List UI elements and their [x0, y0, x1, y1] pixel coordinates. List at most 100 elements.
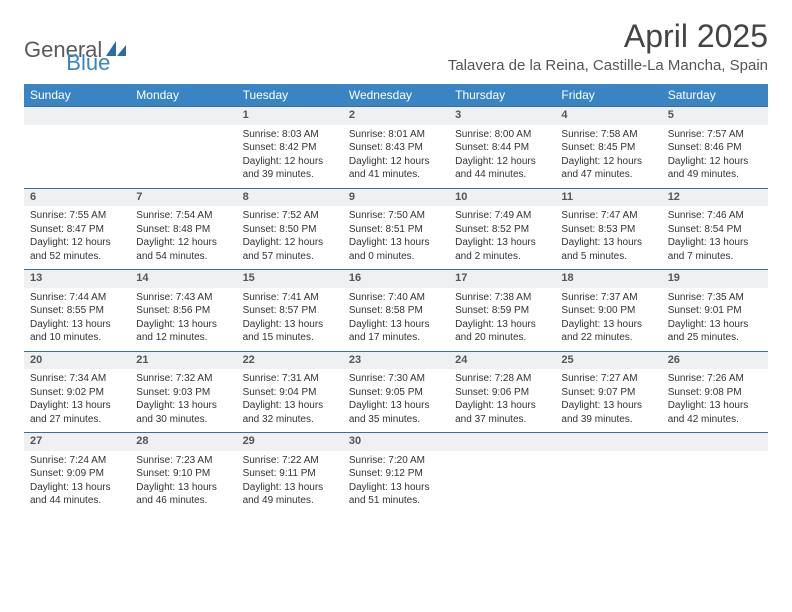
sunrise-line: Sunrise: 7:52 AM: [243, 209, 337, 223]
daylight-line: Daylight: 12 hours and 52 minutes.: [30, 236, 124, 263]
content-row: Sunrise: 7:55 AMSunset: 8:47 PMDaylight:…: [24, 206, 768, 270]
day-cell: Sunrise: 7:24 AMSunset: 9:09 PMDaylight:…: [24, 451, 130, 514]
sunset-line: Sunset: 8:47 PM: [30, 223, 124, 237]
content-row: Sunrise: 7:44 AMSunset: 8:55 PMDaylight:…: [24, 288, 768, 352]
daylight-line: Daylight: 13 hours and 42 minutes.: [668, 399, 762, 426]
daylight-line: Daylight: 13 hours and 0 minutes.: [349, 236, 443, 263]
day-number: 21: [130, 351, 236, 369]
sunset-line: Sunset: 8:50 PM: [243, 223, 337, 237]
day-number: 23: [343, 351, 449, 369]
day-number: 15: [237, 270, 343, 288]
daylight-line: Daylight: 13 hours and 12 minutes.: [136, 318, 230, 345]
sunset-line: Sunset: 9:04 PM: [243, 386, 337, 400]
day-number: 6: [24, 188, 130, 206]
sunrise-line: Sunrise: 7:37 AM: [561, 291, 655, 305]
day-number: 30: [343, 433, 449, 451]
weekday-header: Sunday: [24, 84, 130, 107]
sunset-line: Sunset: 9:07 PM: [561, 386, 655, 400]
daylight-line: Daylight: 13 hours and 10 minutes.: [30, 318, 124, 345]
weekday-header: Wednesday: [343, 84, 449, 107]
sunrise-line: Sunrise: 7:30 AM: [349, 372, 443, 386]
daylight-line: Daylight: 13 hours and 30 minutes.: [136, 399, 230, 426]
day-cell: Sunrise: 7:30 AMSunset: 9:05 PMDaylight:…: [343, 369, 449, 433]
sunset-line: Sunset: 8:56 PM: [136, 304, 230, 318]
sunset-line: Sunset: 8:51 PM: [349, 223, 443, 237]
day-cell: Sunrise: 7:49 AMSunset: 8:52 PMDaylight:…: [449, 206, 555, 270]
day-cell: [449, 451, 555, 514]
sunrise-line: Sunrise: 8:01 AM: [349, 128, 443, 142]
day-number: 3: [449, 107, 555, 125]
day-cell: Sunrise: 7:37 AMSunset: 9:00 PMDaylight:…: [555, 288, 661, 352]
day-number: 12: [662, 188, 768, 206]
daylight-line: Daylight: 13 hours and 39 minutes.: [561, 399, 655, 426]
daylight-line: Daylight: 13 hours and 25 minutes.: [668, 318, 762, 345]
day-cell: Sunrise: 7:27 AMSunset: 9:07 PMDaylight:…: [555, 369, 661, 433]
day-cell: Sunrise: 7:20 AMSunset: 9:12 PMDaylight:…: [343, 451, 449, 514]
content-row: Sunrise: 8:03 AMSunset: 8:42 PMDaylight:…: [24, 125, 768, 189]
day-number: 8: [237, 188, 343, 206]
sunrise-line: Sunrise: 7:41 AM: [243, 291, 337, 305]
day-number: 4: [555, 107, 661, 125]
daylight-line: Daylight: 13 hours and 5 minutes.: [561, 236, 655, 263]
day-cell: Sunrise: 7:47 AMSunset: 8:53 PMDaylight:…: [555, 206, 661, 270]
sunset-line: Sunset: 9:09 PM: [30, 467, 124, 481]
sunset-line: Sunset: 9:03 PM: [136, 386, 230, 400]
location-text: Talavera de la Reina, Castille-La Mancha…: [448, 57, 768, 74]
day-cell: Sunrise: 7:23 AMSunset: 9:10 PMDaylight:…: [130, 451, 236, 514]
day-number: 11: [555, 188, 661, 206]
page-title: April 2025: [448, 18, 768, 55]
daylight-line: Daylight: 13 hours and 32 minutes.: [243, 399, 337, 426]
daylight-line: Daylight: 13 hours and 20 minutes.: [455, 318, 549, 345]
daylight-line: Daylight: 13 hours and 37 minutes.: [455, 399, 549, 426]
content-row: Sunrise: 7:34 AMSunset: 9:02 PMDaylight:…: [24, 369, 768, 433]
day-number: 25: [555, 351, 661, 369]
day-number: 19: [662, 270, 768, 288]
day-cell: Sunrise: 7:35 AMSunset: 9:01 PMDaylight:…: [662, 288, 768, 352]
day-cell: Sunrise: 7:52 AMSunset: 8:50 PMDaylight:…: [237, 206, 343, 270]
sunrise-line: Sunrise: 7:46 AM: [668, 209, 762, 223]
sunset-line: Sunset: 8:44 PM: [455, 141, 549, 155]
day-number: 5: [662, 107, 768, 125]
daylight-line: Daylight: 12 hours and 54 minutes.: [136, 236, 230, 263]
sunrise-line: Sunrise: 7:22 AM: [243, 454, 337, 468]
day-cell: Sunrise: 7:31 AMSunset: 9:04 PMDaylight:…: [237, 369, 343, 433]
day-cell: Sunrise: 7:55 AMSunset: 8:47 PMDaylight:…: [24, 206, 130, 270]
day-number: 29: [237, 433, 343, 451]
daylight-line: Daylight: 13 hours and 17 minutes.: [349, 318, 443, 345]
daylight-line: Daylight: 12 hours and 57 minutes.: [243, 236, 337, 263]
content-row: Sunrise: 7:24 AMSunset: 9:09 PM Daylight:…: [24, 451, 768, 514]
day-cell: Sunrise: 7:22 AMSunset: 9:11 PMDaylight:…: [237, 451, 343, 514]
day-cell: Sunrise: 7:34 AMSunset: 9:02 PMDaylight:…: [24, 369, 130, 433]
sunset-line: Sunset: 8:46 PM: [668, 141, 762, 155]
sunset-line: Sunset: 8:53 PM: [561, 223, 655, 237]
daylight-line: Daylight: 13 hours and 35 minutes.: [349, 399, 443, 426]
daynum-row: 27282930: [24, 433, 768, 451]
sunrise-line: Sunrise: 7:24 AM: [30, 454, 124, 468]
day-number: 20: [24, 351, 130, 369]
day-cell: Sunrise: 7:46 AMSunset: 8:54 PMDaylight:…: [662, 206, 768, 270]
sunset-line: Sunset: 8:57 PM: [243, 304, 337, 318]
daylight-line: Daylight: 12 hours and 39 minutes.: [243, 155, 337, 182]
sunrise-line: Sunrise: 7:54 AM: [136, 209, 230, 223]
day-number: [662, 433, 768, 451]
calendar-body: 12 345Sunrise: 8:03 AMSunset: 8:42 PMDayl…: [24, 107, 768, 514]
daylight-line: Daylight: 13 hours and 49 minutes.: [243, 481, 337, 508]
day-cell: Sunrise: 7:43 AMSunset: 8:56 PMDaylight:…: [130, 288, 236, 352]
day-cell: Sunrise: 7:41 AMSunset: 8:57 PMDaylight:…: [237, 288, 343, 352]
day-number: [555, 433, 661, 451]
day-cell: [662, 451, 768, 514]
weekday-header: Friday: [555, 84, 661, 107]
sunset-line: Sunset: 8:54 PM: [668, 223, 762, 237]
sunrise-line: Sunrise: 7:28 AM: [455, 372, 549, 386]
sunrise-line: Sunrise: 7:43 AM: [136, 291, 230, 305]
sunrise-line: Sunrise: 7:27 AM: [561, 372, 655, 386]
day-number: 14: [130, 270, 236, 288]
day-number: 7: [130, 188, 236, 206]
sunset-line: Sunset: 8:55 PM: [30, 304, 124, 318]
day-number: 28: [130, 433, 236, 451]
sunset-line: Sunset: 8:48 PM: [136, 223, 230, 237]
day-cell: Sunrise: 7:44 AMSunset: 8:55 PMDaylight:…: [24, 288, 130, 352]
title-block: April 2025 Talavera de la Reina, Castill…: [448, 18, 768, 74]
sunrise-line: Sunrise: 7:55 AM: [30, 209, 124, 223]
sunrise-line: Sunrise: 7:40 AM: [349, 291, 443, 305]
